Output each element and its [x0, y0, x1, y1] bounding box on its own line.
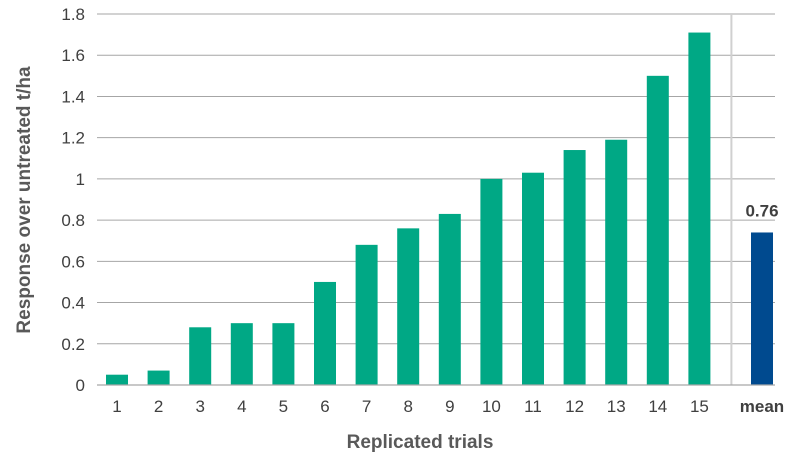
bar [106, 374, 128, 385]
x-tick-label: 7 [362, 397, 371, 416]
bar [272, 323, 295, 385]
y-tick-label: 0.4 [61, 294, 85, 313]
x-tick-label-mean: mean [740, 397, 784, 416]
bar [688, 32, 711, 386]
y-tick-label: 0.6 [61, 252, 85, 271]
mean-value-label: 0.76 [745, 201, 778, 220]
bar [230, 323, 253, 385]
bar [605, 139, 628, 385]
x-tick-label: 4 [237, 397, 246, 416]
x-tick-label: 13 [607, 397, 626, 416]
bars [106, 32, 773, 386]
bar [438, 213, 461, 385]
x-tick-label: 12 [565, 397, 584, 416]
gridlines [97, 13, 775, 385]
x-tick-label: 10 [482, 397, 501, 416]
x-tick-label: 3 [195, 397, 204, 416]
bar [563, 150, 586, 385]
y-tick-label: 1.6 [61, 46, 85, 65]
y-tick-label: 1.8 [61, 5, 85, 24]
bar [355, 244, 378, 385]
x-tick-label: 5 [279, 397, 288, 416]
axes: 00.20.40.60.811.21.41.61.81 2 3 4 5 6 7 8 9 10 11 1… [61, 5, 784, 416]
y-axis-title: Response over untreated t/ha [14, 66, 35, 334]
bar [480, 178, 503, 385]
x-tick-label: 9 [445, 397, 454, 416]
x-tick-label: 11 [524, 397, 542, 416]
x-tick-label: 14 [648, 397, 667, 416]
bar [189, 327, 212, 385]
bar [646, 75, 669, 385]
x-tick-label: 6 [320, 397, 329, 416]
bar [314, 281, 336, 385]
y-tick-label: 0 [76, 376, 85, 395]
y-tick-label: 0.8 [61, 211, 85, 230]
bar [522, 172, 544, 385]
bar [147, 370, 170, 385]
x-tick-label: 15 [690, 397, 709, 416]
y-tick-label: 1 [76, 170, 85, 189]
bar [397, 228, 420, 385]
x-tick-label: 2 [154, 397, 163, 416]
y-tick-label: 0.2 [61, 335, 85, 354]
x-tick-label: 8 [403, 397, 412, 416]
y-tick-label: 1.4 [61, 87, 85, 106]
y-tick-label: 1.2 [61, 129, 85, 148]
mean-bar [751, 232, 773, 385]
x-axis-title: Replicated trials [347, 432, 494, 453]
x-tick-label: 1 [112, 397, 121, 416]
